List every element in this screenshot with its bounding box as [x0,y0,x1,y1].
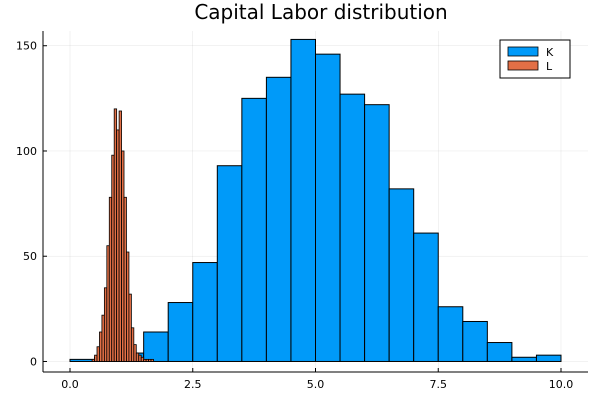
bar-k-8 [265,76,292,362]
series-l-bars [91,108,154,362]
legend-label-k: K [546,46,554,59]
bar-k-13 [388,188,415,362]
bar-k-18 [511,356,537,362]
legend-swatch-l [507,60,539,71]
bar-k-5 [192,262,218,362]
x-tick-label-4: 10.0 [549,378,574,391]
y-tick-label-0: 0 [30,355,37,368]
chart-title: Capital Labor distribution [194,0,447,24]
bar-k-4 [167,302,194,362]
bar-k-15 [437,306,464,362]
y-tick-label-2: 100 [16,145,37,158]
bar-k-7 [241,97,267,362]
bar-k-16 [462,320,488,362]
legend-label-l: L [546,60,553,73]
x-tick-label-0: 0.0 [61,378,79,391]
bar-k-12 [364,104,390,362]
bar-k-6 [216,165,243,362]
bar-k-3 [143,331,169,362]
legend: KL [499,39,571,79]
series-k-bars [69,38,562,362]
bar-k-19 [535,354,562,362]
y-tick-label-3: 150 [16,40,37,53]
bar-k-11 [339,93,366,362]
bar-k-9 [290,38,316,362]
x-tick-label-1: 2.5 [184,378,202,391]
bar-k-17 [486,342,513,362]
y-tick-label-1: 50 [23,250,37,263]
bar-k-14 [413,232,439,362]
bar-k-0 [69,358,96,362]
bar-l-24 [150,358,154,362]
legend-box [499,39,571,79]
bar-k-10 [315,53,341,362]
legend-swatch-k [507,46,539,57]
x-tick-label-3: 7.5 [429,378,447,391]
x-tick-label-2: 5.0 [307,378,325,391]
axes: 0.0 2.5 5.0 7.5 10.0 0 50 100 150 [16,31,588,391]
